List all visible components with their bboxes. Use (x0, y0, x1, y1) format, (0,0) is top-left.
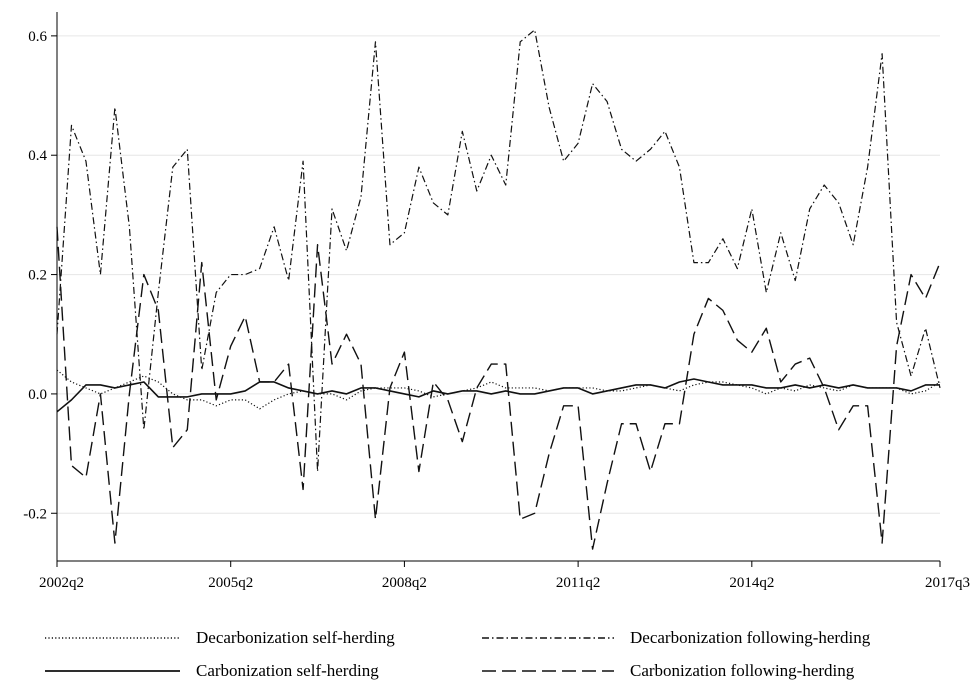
legend-label-carbonization-following-herding: Carbonization following-herding (630, 661, 855, 680)
y-tick-label: 0.2 (28, 268, 47, 284)
legend-label-decarbonization-self-herding: Decarbonization self-herding (196, 628, 395, 647)
series-lines (56, 29, 941, 550)
legend: Decarbonization self-herding Decarbonizat… (45, 628, 871, 680)
legend-label-carbonization-self-herding: Carbonization self-herding (196, 661, 379, 680)
x-tick-label: 2011q2 (556, 575, 600, 591)
y-axis-ticks: -0.2 0.0 0.2 0.4 0.6 (23, 29, 57, 522)
y-tick-label: -0.2 (23, 506, 47, 522)
series-line-decarbonization-following-herding (56, 29, 941, 473)
axes (56, 12, 940, 562)
x-tick-label: 2005q2 (208, 575, 253, 591)
series-line-carbonization-self-herding (56, 378, 940, 413)
x-tick-label: 2014q2 (729, 575, 774, 591)
y-tick-label: 0.4 (28, 148, 47, 164)
x-tick-label: 2017q3 (925, 575, 970, 591)
x-tick-label: 2002q2 (39, 575, 84, 591)
x-tick-label: 2008q2 (382, 575, 427, 591)
gridlines (57, 35, 940, 514)
x-axis-ticks: 2002q2 2005q2 2008q2 2011q2 2014q2 2017q3 (39, 561, 970, 591)
y-tick-label: 0.6 (28, 29, 47, 45)
y-tick-label: 0.0 (28, 387, 47, 403)
series-line-decarbonization-self-herding (56, 369, 941, 410)
series-line-carbonization-following-herding (56, 226, 941, 550)
legend-label-decarbonization-following-herding: Decarbonization following-herding (630, 628, 871, 647)
